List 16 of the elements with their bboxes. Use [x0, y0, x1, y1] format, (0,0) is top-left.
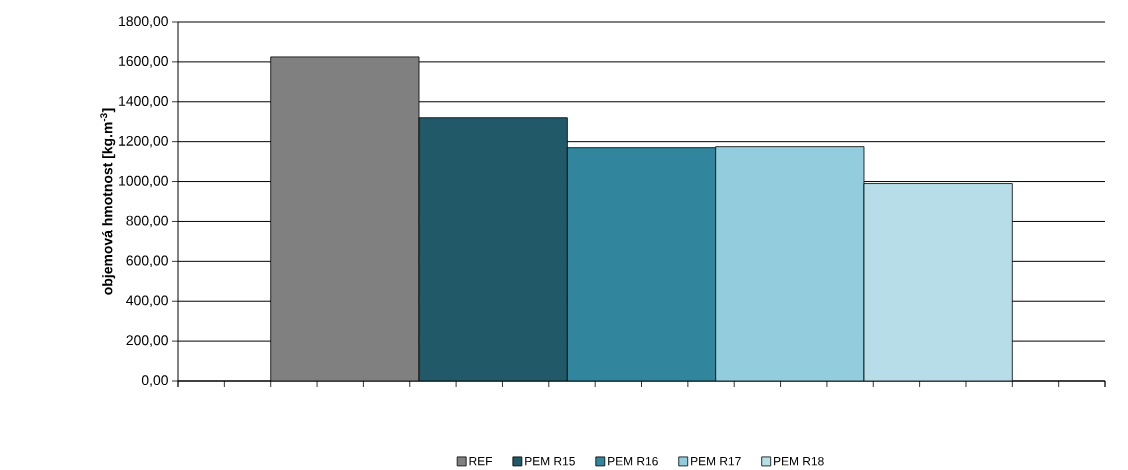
legend-label: PEM R18 [774, 456, 824, 466]
y-tick-label: 200,00 [126, 335, 168, 347]
y-tick-label: 400,00 [126, 295, 168, 307]
y-tick-label: 800,00 [126, 215, 168, 228]
y-tick-label: 1400,00 [119, 96, 168, 108]
y-tick-label: 1200,00 [119, 135, 168, 148]
y-tick-label: 0,00 [141, 375, 168, 387]
legend-label: REF [469, 457, 492, 466]
y-axis-title: objemová hmotnost [kg.m$^{-3}$] [100, 108, 116, 295]
y-tick-label: 1600,00 [119, 56, 168, 68]
y-tick-label: 600,00 [126, 255, 168, 268]
y-tick-label: 1000,00 [119, 175, 168, 188]
legend-label: PEM R15 [525, 457, 575, 466]
legend-label: PEM R16 [608, 456, 658, 466]
y-tick-label: 1800,00 [119, 16, 168, 28]
legend-label: PEM R17 [691, 457, 741, 466]
